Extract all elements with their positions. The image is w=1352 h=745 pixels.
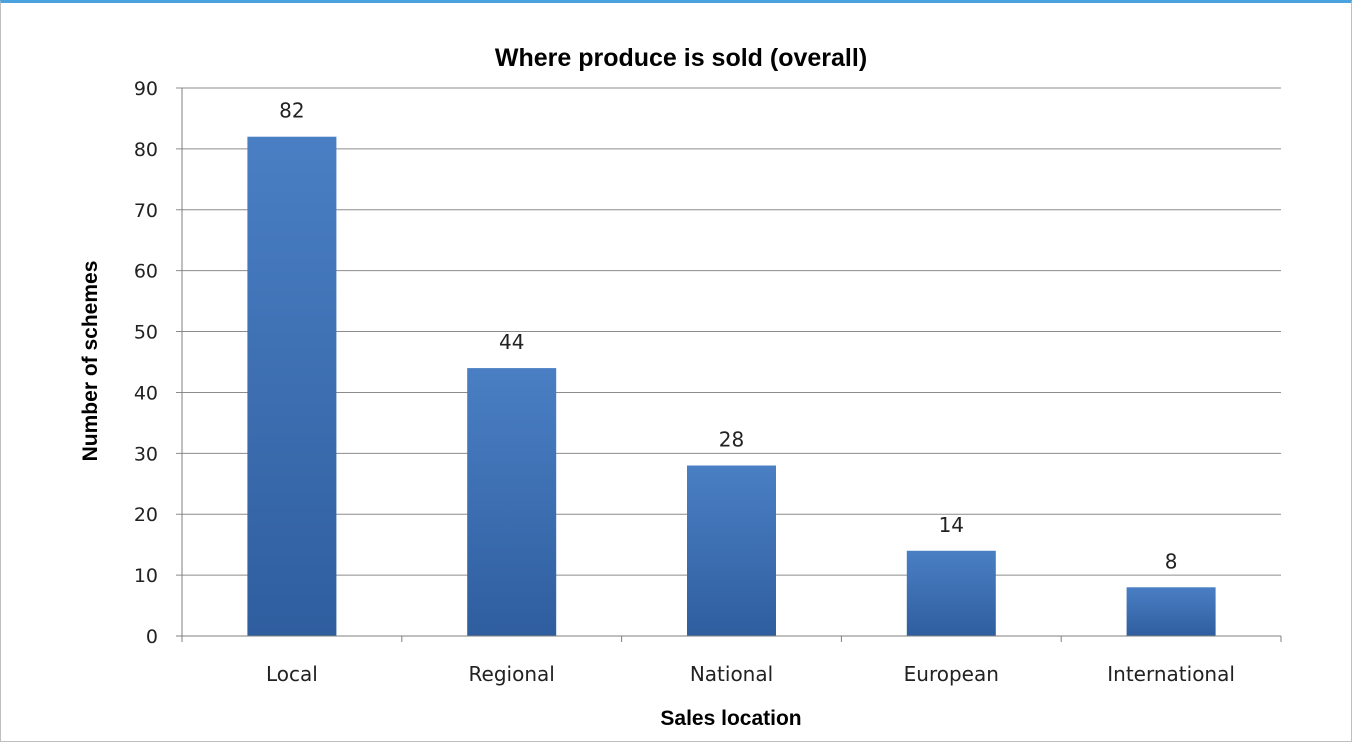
y-tick-label: 80	[134, 139, 158, 161]
gridlines	[176, 87, 1281, 576]
x-category-label: European	[904, 662, 999, 686]
bar-chart: Where produce is sold (overall) 0 10 20 30 4…	[79, 44, 1282, 730]
bar-international	[1126, 587, 1216, 636]
y-tick-label: 50	[134, 322, 158, 344]
bar-european	[906, 550, 996, 636]
y-axis-ticks: 0 10 20 30 40 50 60 70 80 90	[134, 78, 158, 648]
data-label: 44	[499, 330, 524, 354]
y-tick-label: 40	[134, 382, 158, 404]
y-tick-label: 90	[134, 78, 158, 100]
bars	[247, 136, 1216, 636]
x-category-label: Regional	[469, 662, 555, 686]
y-tick-label: 0	[146, 626, 158, 648]
data-label: 28	[719, 428, 744, 452]
chart-title: Where produce is sold (overall)	[495, 44, 867, 72]
x-category-label: National	[690, 662, 773, 686]
data-labels: 82 44 28 14 8	[279, 99, 1177, 574]
x-category-label: Local	[266, 662, 318, 686]
x-category-label: International	[1107, 662, 1235, 686]
y-tick-label: 20	[134, 504, 158, 526]
data-label: 82	[279, 99, 304, 123]
y-tick-label: 30	[134, 443, 158, 465]
data-label: 8	[1165, 549, 1178, 573]
bar-local	[247, 136, 337, 636]
bar-regional	[467, 368, 557, 636]
y-tick-label: 60	[134, 261, 158, 283]
x-axis-title: Sales location	[660, 707, 801, 730]
y-tick-label: 70	[134, 200, 158, 222]
bar-national	[687, 465, 776, 636]
y-tick-label: 10	[134, 565, 158, 587]
data-label: 14	[939, 513, 964, 537]
x-axis: Local Regional National European Internation…	[176, 88, 1282, 686]
y-axis-title: Number of schemes	[79, 261, 102, 462]
